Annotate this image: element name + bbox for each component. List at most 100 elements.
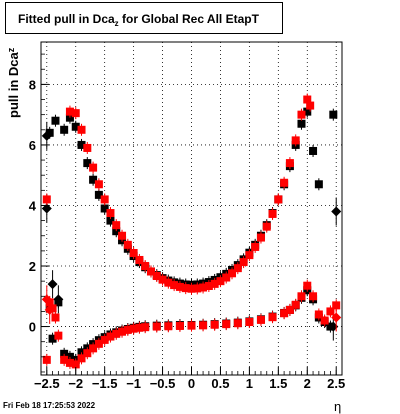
data-point xyxy=(210,320,219,329)
x-axis-label: η xyxy=(334,399,341,414)
timestamp: Fri Feb 18 17:25:53 2022 xyxy=(3,401,96,410)
data-point xyxy=(291,300,300,309)
data-point xyxy=(329,110,338,119)
data-point xyxy=(77,348,86,357)
data-point xyxy=(123,325,132,334)
x-tick-label: −1.5 xyxy=(92,376,118,391)
x-tick-label: 2 xyxy=(304,376,311,391)
data-point xyxy=(193,284,202,293)
outlier-point xyxy=(53,294,64,305)
data-point xyxy=(123,240,132,249)
data-point xyxy=(303,95,312,104)
data-point xyxy=(71,109,80,118)
data-point xyxy=(60,125,69,134)
data-point xyxy=(106,209,115,218)
x-tick-label: −2.5 xyxy=(34,376,60,391)
x-tick-label: 0 xyxy=(188,376,195,391)
y-axis-label: pull in Dcaz xyxy=(6,47,21,118)
data-point xyxy=(77,354,86,363)
data-point xyxy=(118,327,127,336)
data-point xyxy=(245,318,254,327)
outlier-point xyxy=(331,206,342,217)
data-point xyxy=(280,178,289,187)
data-point xyxy=(274,195,283,204)
data-point xyxy=(65,107,74,116)
data-point xyxy=(297,110,306,119)
data-point xyxy=(164,278,173,287)
data-point xyxy=(89,163,98,172)
data-point xyxy=(303,281,312,290)
data-point xyxy=(112,329,121,338)
data-point xyxy=(83,159,92,168)
data-points xyxy=(41,93,342,371)
data-point xyxy=(297,292,306,301)
data-point xyxy=(112,227,121,236)
data-point xyxy=(48,334,57,343)
data-point xyxy=(65,352,74,361)
data-point xyxy=(285,305,294,314)
outlier-point xyxy=(41,130,52,141)
data-point xyxy=(89,175,98,184)
data-point xyxy=(233,264,242,273)
data-point xyxy=(77,125,86,134)
data-point xyxy=(135,255,144,264)
data-point xyxy=(60,355,69,364)
y-tick-label: 6 xyxy=(29,138,36,153)
data-point xyxy=(320,316,329,325)
data-point xyxy=(309,146,318,155)
data-point xyxy=(164,322,173,331)
x-tick-label: −2 xyxy=(68,376,83,391)
x-tick-label: 2.5 xyxy=(327,376,345,391)
data-point xyxy=(42,195,51,204)
data-point xyxy=(45,128,54,137)
data-point xyxy=(280,309,289,318)
y-tick-label: 0 xyxy=(29,320,36,335)
data-point xyxy=(129,249,138,258)
data-point xyxy=(256,315,265,324)
x-tick-label: 1.5 xyxy=(269,376,287,391)
data-point xyxy=(181,284,190,293)
data-point xyxy=(326,307,335,316)
data-point xyxy=(268,209,277,218)
data-point xyxy=(170,281,179,290)
data-point xyxy=(51,116,60,125)
data-point xyxy=(112,221,121,230)
x-tick-label: 1 xyxy=(246,376,253,391)
data-point xyxy=(175,321,184,330)
data-point xyxy=(314,180,323,189)
data-point xyxy=(100,204,109,213)
data-point xyxy=(152,272,161,281)
data-point xyxy=(100,335,109,344)
x-tick-label: −0.5 xyxy=(150,376,176,391)
data-point xyxy=(89,344,98,353)
data-point xyxy=(135,323,144,332)
data-point xyxy=(303,107,312,116)
outlier-point xyxy=(41,203,52,214)
data-point xyxy=(42,355,51,364)
data-point xyxy=(187,284,196,293)
data-point xyxy=(187,321,196,330)
data-point xyxy=(152,322,161,331)
data-point xyxy=(65,358,74,367)
data-point xyxy=(309,292,318,301)
data-point xyxy=(146,267,155,276)
y-tick-label: 8 xyxy=(29,77,36,92)
data-point xyxy=(262,222,271,231)
data-point xyxy=(256,233,265,242)
data-point xyxy=(239,258,248,267)
data-point xyxy=(216,277,225,286)
x-tick-label: 0.5 xyxy=(211,376,229,391)
data-point xyxy=(100,195,109,204)
data-point xyxy=(314,310,323,319)
data-point xyxy=(71,122,80,131)
data-point xyxy=(83,349,92,358)
data-point xyxy=(251,242,260,251)
data-point xyxy=(141,262,150,271)
data-point xyxy=(94,339,103,348)
data-point xyxy=(175,282,184,291)
data-point xyxy=(106,216,115,225)
data-point xyxy=(210,279,219,288)
data-point xyxy=(60,349,69,358)
data-point xyxy=(54,331,63,340)
y-tick-label: 2 xyxy=(29,259,36,274)
